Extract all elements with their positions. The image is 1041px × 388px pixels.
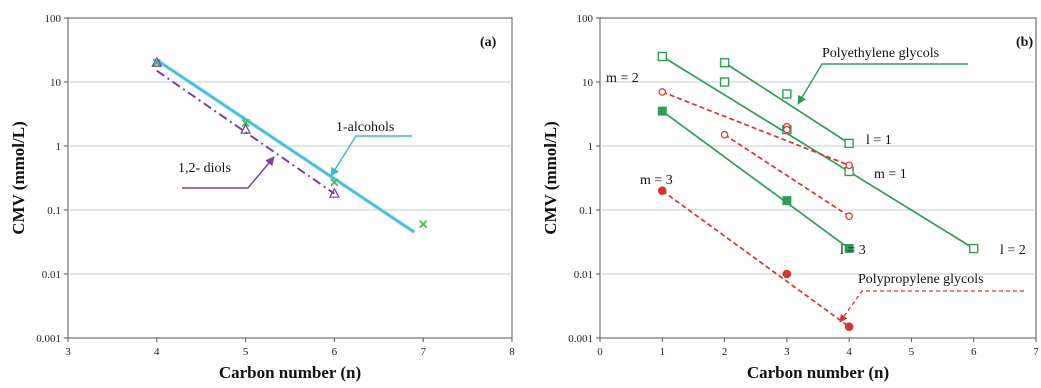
data-point: [419, 220, 428, 229]
y-ticks-a: 0.001 0.01 0.1 1 10 100: [36, 13, 68, 345]
y-tick-label: 0.001: [568, 333, 593, 345]
x-ticks-a: 3 4 5 6 7 8: [65, 338, 515, 358]
annotation-ppg: Polypropylene glycols: [858, 272, 984, 287]
series-line: [661, 190, 850, 328]
x-tick-label: 1: [660, 346, 666, 358]
series-line: [724, 62, 850, 145]
series-line: [156, 59, 415, 234]
y-tick-label: 10: [582, 77, 594, 89]
y-axis-label-b: CMV (mmol/L): [541, 121, 560, 234]
series-line: [724, 134, 850, 217]
data-point: [845, 161, 853, 170]
series-line: [661, 91, 850, 167]
annotation-peg: Polyethylene glycols: [822, 46, 939, 61]
x-tick-label: 6: [971, 346, 977, 358]
data-point: [719, 58, 730, 68]
x-tick-label: 0: [597, 346, 603, 358]
annotation-diols: 1,2- diols: [178, 161, 231, 176]
data-point: [720, 130, 729, 139]
data-point: [782, 196, 792, 206]
y-axis-label-a: CMV (mmol/L): [9, 121, 28, 234]
data-point: [657, 106, 667, 116]
y-ticks-b: 0.001 0.01 0.1 1 10 100: [568, 13, 600, 345]
y-tick-label: 0.1: [579, 205, 593, 217]
annotation-line-alcohols: [330, 135, 412, 177]
data-point: [330, 178, 339, 187]
annotation-line-peg: [797, 63, 968, 105]
data-point: [240, 123, 252, 134]
data-point: [969, 243, 979, 254]
annotation-line-ppg: [839, 290, 1024, 323]
x-ticks-b: 0 1 2 3 4 5 6 7: [597, 338, 1039, 358]
x-tick-label: 5: [909, 346, 915, 358]
y-tick-label: 1: [56, 141, 62, 153]
lines-a: [155, 58, 416, 234]
label-l2: l = 2: [1000, 243, 1026, 258]
panel-a: 0.001 0.01 0.1 1 10 100 3 4 5 6 7 8 (a) Carbon num…: [9, 13, 515, 382]
x-tick-label: 5: [243, 346, 249, 358]
y-tick-label: 0.01: [574, 269, 593, 281]
label-l1: l = 1: [866, 133, 892, 148]
x-tick-label: 6: [332, 346, 338, 358]
data-point: [783, 125, 791, 134]
x-tick-label: 3: [784, 346, 790, 358]
data-point: [845, 212, 853, 221]
x-tick-label: 4: [154, 346, 160, 358]
x-tick-label: 2: [722, 346, 728, 358]
panel-b: 0.001 0.01 0.1 1 10 100 0 1 2 3 4 5 6 7 (b) Carbon n…: [541, 13, 1039, 382]
series-line: [156, 69, 335, 195]
marks-a: [151, 56, 428, 229]
y-tick-label: 0.1: [47, 205, 61, 217]
x-axis-label-a: Carbon number (n): [219, 363, 361, 382]
y-tick-label: 100: [45, 13, 62, 25]
data-point: [152, 58, 161, 67]
label-l3: l = 3: [840, 243, 866, 258]
panel-label-a: (a): [480, 35, 497, 50]
data-point: [657, 51, 667, 62]
plot-area-a: [67, 17, 513, 339]
grid-a: [68, 81, 512, 275]
y-tick-label: 100: [577, 13, 594, 25]
x-tick-label: 7: [1033, 346, 1039, 358]
x-tick-label: 4: [846, 346, 852, 358]
y-tick-label: 0.01: [42, 269, 61, 281]
data-point: [844, 322, 854, 332]
label-m3: m = 3: [640, 173, 673, 188]
data-point: [719, 77, 730, 87]
series-line: [661, 110, 850, 250]
label-m1: m = 1: [874, 167, 907, 182]
series-line: [661, 55, 975, 250]
annotation-alcohols: 1-alcohols: [336, 120, 394, 135]
data-point: [328, 187, 340, 198]
annotation-line-diols: [182, 156, 275, 189]
x-axis-label-b: Carbon number (n): [747, 363, 889, 382]
grid-b: [600, 81, 1036, 275]
x-tick-label: 7: [420, 346, 426, 358]
marks-b: [657, 51, 979, 332]
x-tick-label: 3: [65, 346, 71, 358]
y-tick-label: 1: [588, 141, 594, 153]
data-point: [241, 118, 250, 127]
panel-label-b: (b): [1016, 35, 1033, 50]
y-tick-label: 10: [50, 77, 62, 89]
label-m2: m = 2: [606, 71, 639, 86]
data-point: [657, 186, 667, 196]
data-point: [658, 88, 667, 96]
lines-b: [661, 55, 975, 328]
data-point: [151, 56, 163, 67]
data-point: [844, 244, 854, 254]
data-point: [782, 89, 792, 99]
x-tick-label: 8: [509, 346, 515, 358]
data-point: [782, 269, 792, 279]
data-point: [844, 138, 854, 149]
y-tick-label: 0.001: [36, 333, 61, 345]
